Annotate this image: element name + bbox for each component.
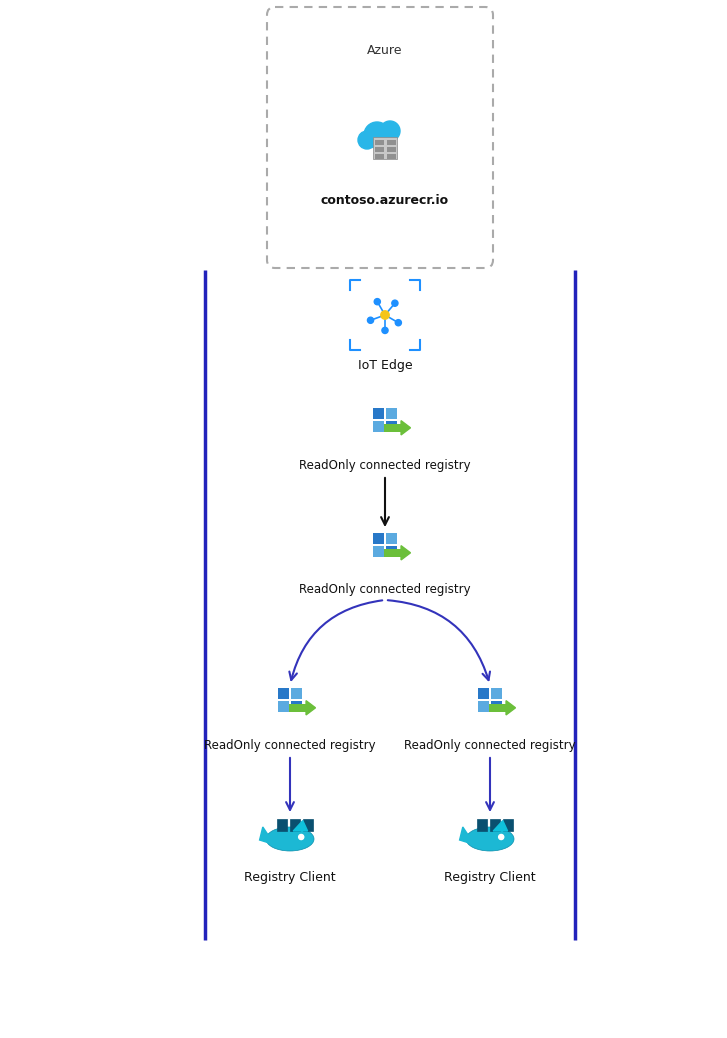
FancyBboxPatch shape bbox=[490, 819, 500, 831]
Circle shape bbox=[382, 327, 388, 333]
FancyBboxPatch shape bbox=[477, 819, 487, 831]
FancyBboxPatch shape bbox=[384, 549, 403, 557]
FancyBboxPatch shape bbox=[278, 687, 289, 699]
Text: ReadOnly connected registry: ReadOnly connected registry bbox=[300, 583, 471, 597]
FancyBboxPatch shape bbox=[478, 701, 489, 712]
Circle shape bbox=[392, 300, 398, 306]
FancyBboxPatch shape bbox=[375, 154, 384, 159]
FancyBboxPatch shape bbox=[372, 408, 384, 419]
Circle shape bbox=[381, 310, 389, 320]
FancyBboxPatch shape bbox=[491, 687, 502, 699]
FancyBboxPatch shape bbox=[384, 424, 403, 432]
Polygon shape bbox=[260, 827, 270, 843]
Text: IoT Edge: IoT Edge bbox=[358, 358, 412, 372]
FancyBboxPatch shape bbox=[289, 704, 308, 712]
Circle shape bbox=[395, 320, 401, 326]
FancyBboxPatch shape bbox=[373, 137, 397, 159]
Polygon shape bbox=[506, 701, 515, 715]
Text: contoso.azurecr.io: contoso.azurecr.io bbox=[321, 193, 449, 207]
FancyBboxPatch shape bbox=[372, 546, 384, 557]
Ellipse shape bbox=[266, 827, 314, 851]
FancyArrowPatch shape bbox=[289, 600, 382, 680]
Text: Azure: Azure bbox=[367, 44, 403, 56]
FancyBboxPatch shape bbox=[503, 819, 513, 831]
FancyBboxPatch shape bbox=[386, 408, 398, 419]
Text: Registry Client: Registry Client bbox=[244, 872, 336, 884]
Circle shape bbox=[367, 318, 374, 324]
FancyBboxPatch shape bbox=[372, 421, 384, 433]
FancyBboxPatch shape bbox=[491, 701, 502, 712]
FancyBboxPatch shape bbox=[387, 140, 396, 145]
Ellipse shape bbox=[466, 827, 514, 851]
Polygon shape bbox=[306, 701, 316, 715]
Text: ReadOnly connected registry: ReadOnly connected registry bbox=[300, 459, 471, 471]
FancyBboxPatch shape bbox=[303, 819, 313, 831]
FancyBboxPatch shape bbox=[386, 546, 398, 557]
Circle shape bbox=[374, 299, 380, 305]
FancyBboxPatch shape bbox=[375, 140, 384, 145]
Circle shape bbox=[299, 835, 304, 840]
FancyBboxPatch shape bbox=[291, 701, 302, 712]
Circle shape bbox=[364, 122, 390, 148]
Polygon shape bbox=[493, 821, 507, 831]
Text: Registry Client: Registry Client bbox=[444, 872, 536, 884]
FancyBboxPatch shape bbox=[386, 421, 398, 433]
FancyBboxPatch shape bbox=[267, 7, 493, 268]
Polygon shape bbox=[401, 546, 411, 559]
FancyBboxPatch shape bbox=[291, 687, 302, 699]
Polygon shape bbox=[401, 420, 411, 435]
FancyBboxPatch shape bbox=[372, 532, 384, 544]
Polygon shape bbox=[293, 821, 308, 831]
FancyBboxPatch shape bbox=[277, 819, 287, 831]
FancyBboxPatch shape bbox=[387, 147, 396, 152]
Text: ReadOnly connected registry: ReadOnly connected registry bbox=[404, 738, 576, 752]
Circle shape bbox=[380, 121, 400, 141]
Polygon shape bbox=[459, 827, 471, 843]
FancyBboxPatch shape bbox=[290, 819, 300, 831]
FancyBboxPatch shape bbox=[478, 687, 489, 699]
Circle shape bbox=[499, 835, 504, 840]
FancyBboxPatch shape bbox=[386, 532, 398, 544]
FancyBboxPatch shape bbox=[387, 154, 396, 159]
FancyBboxPatch shape bbox=[375, 147, 384, 152]
FancyBboxPatch shape bbox=[278, 701, 289, 712]
FancyBboxPatch shape bbox=[489, 704, 508, 712]
FancyArrowPatch shape bbox=[387, 600, 490, 680]
Text: ReadOnly connected registry: ReadOnly connected registry bbox=[204, 738, 376, 752]
Circle shape bbox=[358, 131, 376, 149]
